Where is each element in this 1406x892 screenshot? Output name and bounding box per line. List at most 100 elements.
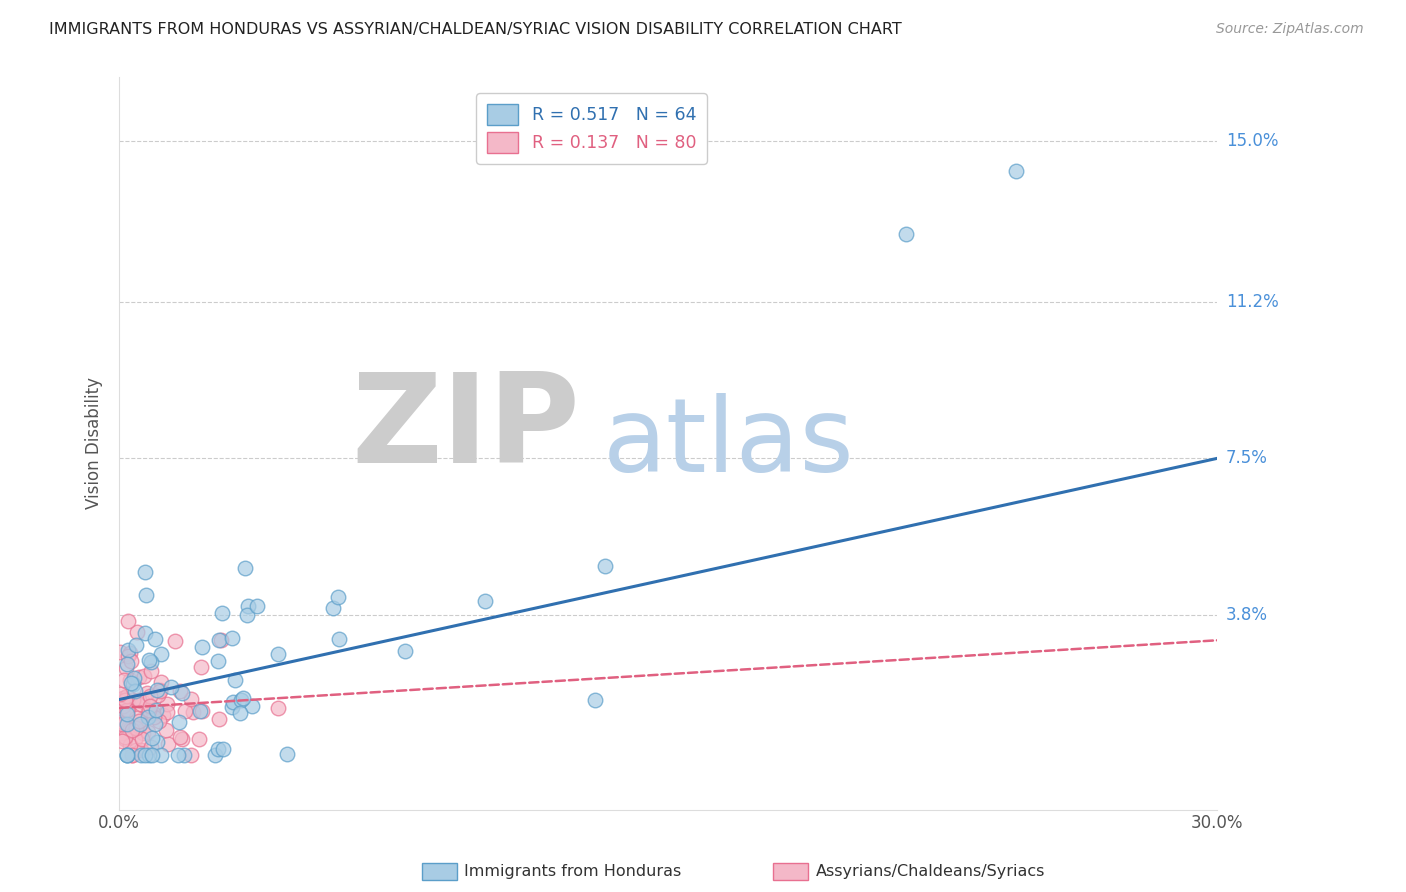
Point	[146, 683, 169, 698]
Point	[112, 699, 135, 714]
Point	[139, 655, 162, 669]
Point	[120, 676, 142, 690]
Point	[174, 704, 197, 718]
Point	[118, 739, 141, 753]
Point	[228, 706, 250, 721]
Point	[122, 693, 145, 707]
Point	[221, 631, 243, 645]
Point	[190, 660, 212, 674]
Point	[132, 725, 155, 739]
Point	[235, 608, 257, 623]
Point	[143, 632, 166, 647]
Point	[117, 703, 139, 717]
Text: ZIP: ZIP	[352, 368, 581, 490]
Point	[117, 643, 139, 657]
Point	[233, 561, 256, 575]
Point	[145, 703, 167, 717]
Point	[160, 680, 183, 694]
Point	[232, 691, 254, 706]
Point	[125, 721, 148, 735]
Point	[208, 712, 231, 726]
Point	[328, 632, 350, 646]
Legend: R = 0.517   N = 64, R = 0.137   N = 80: R = 0.517 N = 64, R = 0.137 N = 80	[477, 94, 707, 163]
Point	[115, 657, 138, 671]
Point	[124, 732, 146, 747]
Point	[132, 669, 155, 683]
Point	[111, 733, 134, 747]
Point	[143, 710, 166, 724]
Point	[131, 697, 153, 711]
Text: Source: ZipAtlas.com: Source: ZipAtlas.com	[1216, 22, 1364, 37]
Point	[117, 615, 139, 629]
Y-axis label: Vision Disability: Vision Disability	[86, 377, 103, 509]
Point	[152, 708, 174, 723]
Point	[240, 698, 263, 713]
Point	[121, 747, 143, 762]
Text: 11.2%: 11.2%	[1226, 293, 1278, 310]
Point	[148, 714, 170, 729]
Point	[124, 683, 146, 698]
Point	[167, 747, 190, 762]
Point	[121, 693, 143, 707]
Point	[169, 730, 191, 744]
Text: Immigrants from Honduras: Immigrants from Honduras	[464, 864, 682, 879]
Point	[149, 675, 172, 690]
Point	[155, 705, 177, 719]
Text: Assyrians/Chaldeans/Syriacs: Assyrians/Chaldeans/Syriacs	[815, 864, 1045, 879]
Point	[267, 647, 290, 661]
Point	[115, 661, 138, 675]
Point	[224, 673, 246, 688]
Point	[108, 645, 131, 659]
Point	[134, 565, 156, 579]
Point	[128, 670, 150, 684]
Point	[139, 689, 162, 703]
Point	[173, 747, 195, 762]
Point	[188, 732, 211, 747]
Point	[135, 588, 157, 602]
Point	[146, 734, 169, 748]
Point	[207, 742, 229, 756]
Point	[212, 742, 235, 756]
Point	[110, 726, 132, 740]
Point	[115, 706, 138, 721]
Point	[583, 692, 606, 706]
Point	[117, 721, 139, 735]
Point	[238, 599, 260, 613]
Point	[188, 704, 211, 718]
Point	[138, 747, 160, 762]
Point	[181, 705, 204, 719]
Point	[207, 654, 229, 668]
Point	[204, 747, 226, 762]
Point	[180, 747, 202, 762]
Point	[111, 717, 134, 731]
Point	[136, 725, 159, 739]
Point	[128, 717, 150, 731]
Point	[896, 227, 918, 241]
Point	[141, 747, 163, 762]
Point	[149, 684, 172, 698]
Point	[143, 717, 166, 731]
Point	[326, 591, 349, 605]
Point	[141, 739, 163, 754]
Point	[127, 625, 149, 640]
Point	[208, 632, 231, 647]
Point	[131, 732, 153, 747]
Point	[149, 647, 172, 661]
Point	[1005, 163, 1028, 178]
Point	[139, 699, 162, 714]
Point	[150, 747, 173, 762]
Point	[129, 743, 152, 757]
Point	[157, 737, 180, 751]
Text: 7.5%: 7.5%	[1226, 450, 1268, 467]
Point	[115, 747, 138, 762]
Point	[141, 731, 163, 745]
Point	[124, 671, 146, 685]
Point	[122, 677, 145, 691]
Point	[148, 689, 170, 703]
Point	[138, 653, 160, 667]
Point	[121, 747, 143, 762]
Point	[118, 722, 141, 736]
Point	[112, 673, 135, 688]
Point	[115, 717, 138, 731]
Point	[169, 683, 191, 698]
